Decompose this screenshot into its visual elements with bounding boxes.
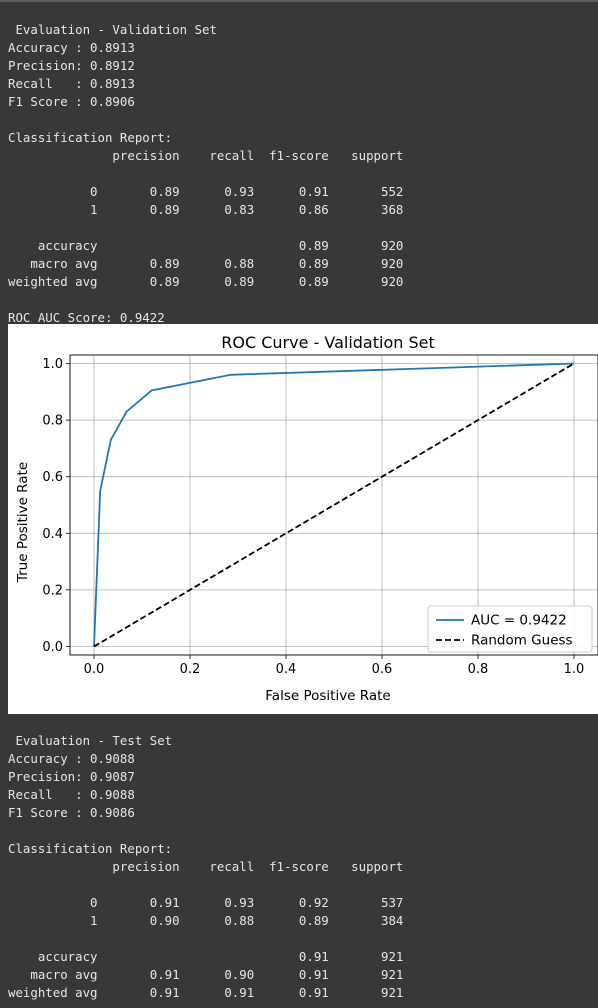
y-tick-label: 0.2 bbox=[42, 583, 63, 598]
tick-group: 0.0 0.2 0.4 0.6 0.8 1.0 0.0 0.2 0.4 0.6 0.8 1.0 bbox=[42, 357, 584, 677]
test-output-text: Evaluation - Test Set Accuracy : 0.9088 … bbox=[8, 733, 404, 1000]
legend-label: AUC = 0.9422 bbox=[471, 613, 567, 629]
y-tick-label: 1.0 bbox=[42, 357, 63, 372]
validation-output-text: Evaluation - Validation Set Accuracy : 0… bbox=[8, 22, 404, 325]
roc-curve-chart: ROC Curve - Validation Set 0.0 0.2 0.4 0.6 0… bbox=[15, 333, 598, 704]
legend-box bbox=[427, 605, 593, 653]
y-tick-label: 0.6 bbox=[42, 470, 63, 485]
axes-frame bbox=[69, 354, 598, 656]
series-line-roc bbox=[93, 362, 575, 647]
legend-label: Random Guess bbox=[471, 633, 573, 649]
x-tick-label: 0.0 bbox=[84, 662, 105, 677]
x-tick-label: 0.2 bbox=[180, 662, 201, 677]
y-tick-label: 0.4 bbox=[42, 527, 63, 542]
y-tick-label: 0.0 bbox=[42, 640, 63, 655]
chart-title: ROC Curve - Validation Set bbox=[221, 333, 434, 352]
x-axis-label: False Positive Rate bbox=[265, 688, 390, 704]
roc-plot-panel: ROC Curve - Validation Set 0.0 0.2 0.4 0.6 0… bbox=[8, 324, 598, 714]
cell-top-border bbox=[0, 0, 598, 2]
x-tick-label: 0.4 bbox=[276, 662, 297, 677]
x-tick-label: 0.8 bbox=[468, 662, 489, 677]
y-tick-label: 0.8 bbox=[42, 414, 63, 429]
legend: AUC = 0.9422 Random Guess bbox=[427, 605, 593, 653]
grid-lines bbox=[70, 355, 598, 655]
series-line-random-guess bbox=[93, 362, 575, 648]
x-tick-label: 0.6 bbox=[372, 662, 393, 677]
y-axis-label: True Positive Rate bbox=[15, 462, 31, 583]
series-group bbox=[93, 362, 575, 648]
x-tick-label: 1.0 bbox=[564, 662, 585, 677]
